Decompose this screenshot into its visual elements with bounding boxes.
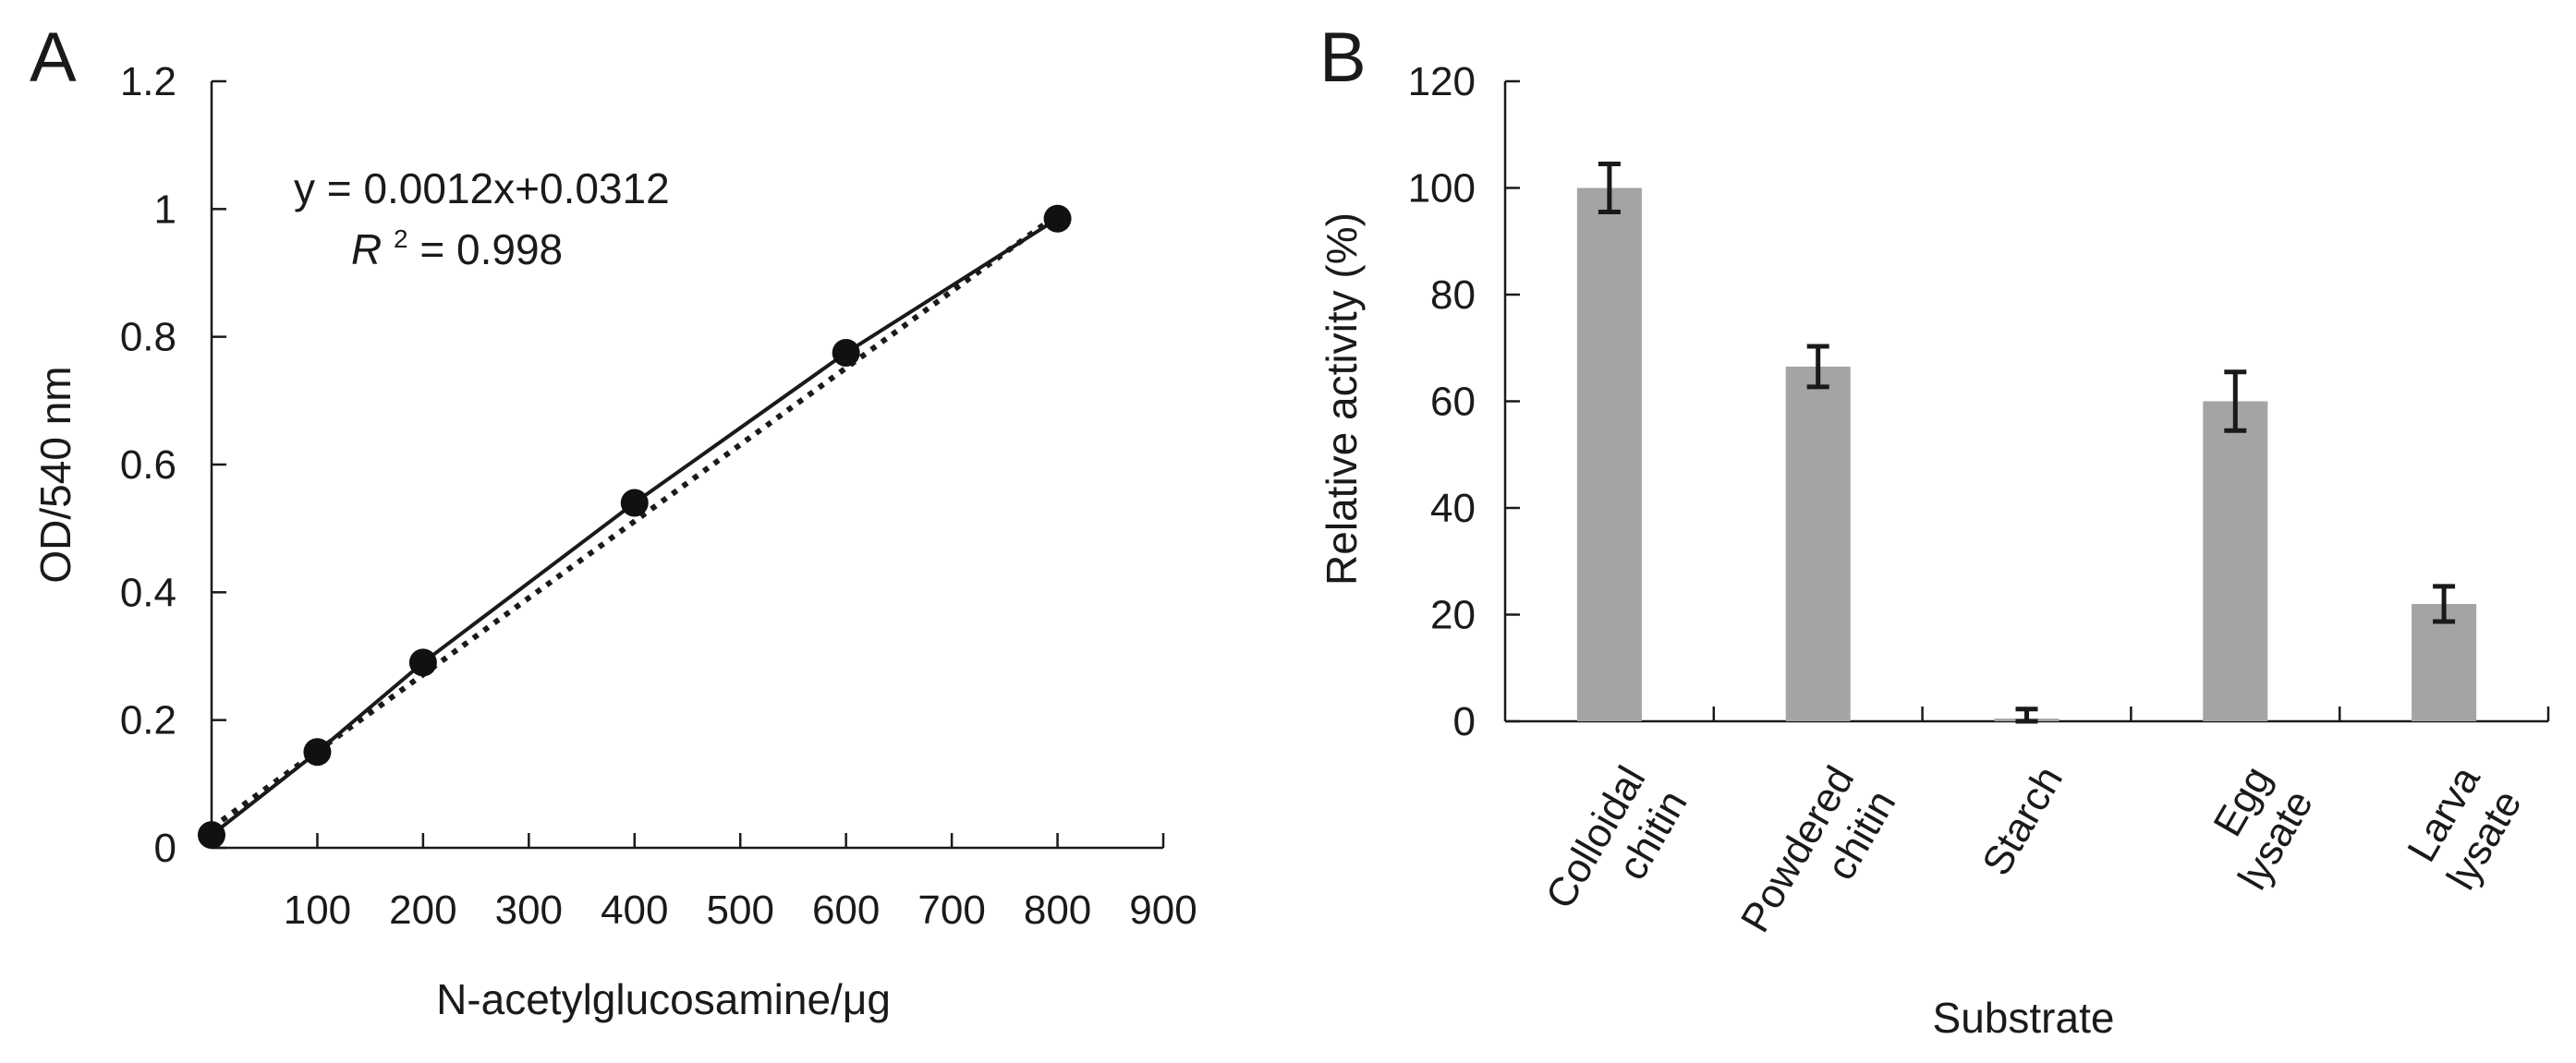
chart-b-category-label: Egglysate bbox=[2188, 759, 2322, 898]
chart-b-y-axis-title: Relative activity (%) bbox=[1318, 212, 1366, 586]
chart-a-r-value: 0.998 bbox=[456, 225, 563, 273]
chart-a-data-point bbox=[303, 738, 332, 767]
chart-a-x-tick-label: 700 bbox=[917, 888, 985, 933]
chart-a-data-point bbox=[620, 489, 649, 517]
chart-b-category-label-line: Starch bbox=[1974, 759, 2072, 884]
panel-a-label: A bbox=[30, 18, 77, 97]
chart-a-y-tick-label: 0.4 bbox=[120, 570, 176, 615]
chart-a-x-tick-label: 100 bbox=[284, 888, 351, 933]
chart-b-y-tick-label: 60 bbox=[1430, 380, 1476, 425]
chart-a-equation-body: 0.0012x+0.0312 bbox=[363, 164, 669, 212]
chart-b-y-tick-label: 20 bbox=[1430, 593, 1476, 638]
chart-a-r-symbol: R bbox=[351, 225, 382, 273]
chart-a-trendline bbox=[210, 211, 1060, 830]
chart-a: 0 0.2 0.4 0.6 0.8 1 1.2 100 200 300 400 500 600 700 80… bbox=[120, 59, 1197, 933]
chart-a-x-tick-label: 500 bbox=[707, 888, 774, 933]
chart-a-series-line bbox=[210, 217, 1059, 837]
chart-a-y-tick-label: 0.6 bbox=[120, 442, 176, 488]
chart-b-y-tick-label: 40 bbox=[1430, 486, 1476, 531]
chart-a-equation-equals: = bbox=[327, 164, 352, 212]
chart-b-category-label: Powderedchitin bbox=[1732, 759, 1905, 964]
chart-b-category-label: Starch bbox=[1974, 759, 2072, 884]
chart-a-r-squared: R 2 = 0.998 bbox=[351, 209, 563, 273]
chart-a-x-tick-label: 300 bbox=[495, 888, 563, 933]
chart-a-data-point bbox=[1043, 204, 1072, 233]
chart-b-bar bbox=[2203, 401, 2268, 721]
chart-b-category-label: Colloidalchitin bbox=[1537, 759, 1696, 941]
chart-a-data-point bbox=[408, 648, 437, 677]
chart-a-y-tick-label: 0.2 bbox=[120, 698, 176, 743]
chart-b-y-tick-label: 120 bbox=[1408, 59, 1476, 104]
chart-b-category-label: Larvalysate bbox=[2397, 758, 2531, 897]
chart-b-y-tick-label: 0 bbox=[1453, 699, 1476, 744]
chart-a-x-tick-label: 600 bbox=[812, 888, 880, 933]
chart-a-y-axis-title: OD/540 nm bbox=[31, 366, 79, 583]
chart-a-equation-prefix: y bbox=[294, 164, 315, 212]
chart-a-y-tick-label: 1.2 bbox=[120, 59, 176, 104]
chart-b: 0 20 40 60 80 100 120 Colloidalchitin Powderedch… bbox=[1408, 59, 2550, 964]
chart-b-y-tick-label: 100 bbox=[1408, 166, 1476, 211]
chart-a-y-tick-label: 0.8 bbox=[120, 315, 176, 360]
chart-a-y-tick-label: 0 bbox=[154, 826, 176, 871]
chart-a-r-power: 2 bbox=[394, 224, 408, 253]
chart-a-x-tick-label: 800 bbox=[1024, 888, 1091, 933]
chart-a-equation: y = 0.0012x+0.0312 bbox=[294, 164, 670, 212]
chart-a-x-tick-label: 900 bbox=[1129, 888, 1197, 933]
chart-a-x-tick-label: 400 bbox=[601, 888, 668, 933]
chart-a-y-tick-label: 1 bbox=[154, 187, 176, 232]
chart-b-bar bbox=[1576, 187, 1642, 721]
chart-b-y-tick-label: 80 bbox=[1430, 272, 1476, 318]
chart-a-data-point bbox=[198, 821, 225, 850]
chart-a-x-axis-title: N-acetylglucosamine/μg bbox=[436, 975, 891, 1023]
panel-b-label: B bbox=[1319, 18, 1367, 97]
chart-a-r-equals: = bbox=[419, 225, 444, 273]
chart-b-x-axis-title: Substrate bbox=[1933, 994, 2115, 1042]
chart-a-x-tick-label: 200 bbox=[389, 888, 456, 933]
chart-a-data-point bbox=[832, 338, 860, 367]
chart-b-bar bbox=[1785, 366, 1851, 721]
